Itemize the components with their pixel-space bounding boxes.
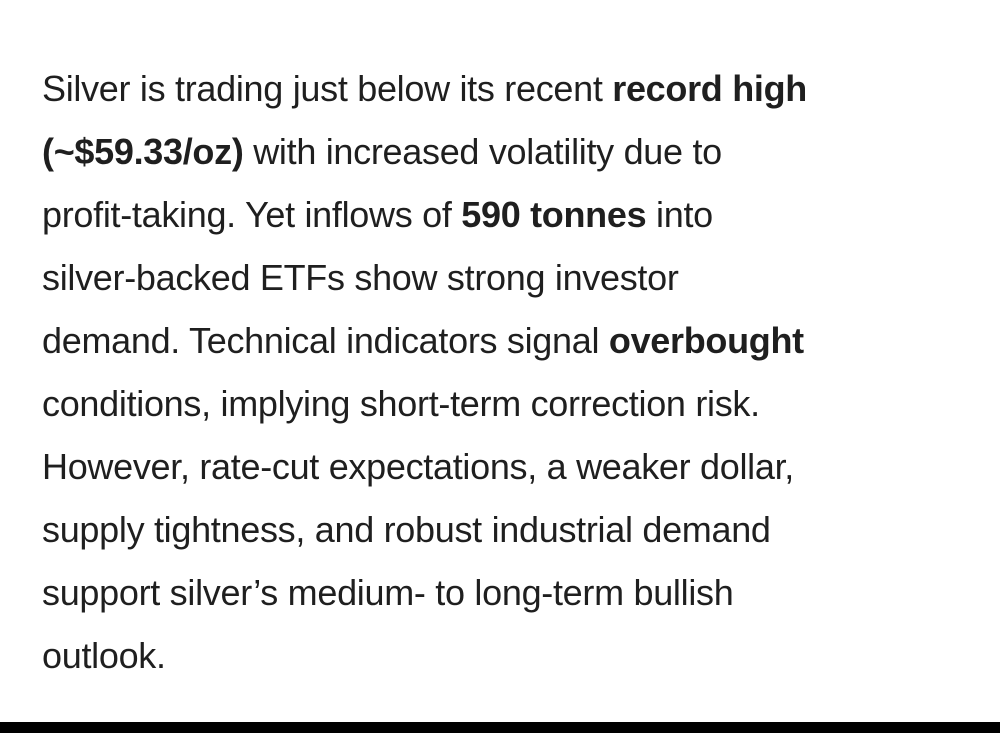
text: profit-taking. Yet inflows of [42,194,462,235]
text-line: conditions, implying short-term correcti… [42,372,982,435]
text: supply tightness, and robust industrial … [42,509,771,550]
bold-text: (~$59.33/oz) [42,131,244,172]
text-line: However, rate-cut expectations, a weaker… [42,435,982,498]
text-line: demand. Technical indicators signal over… [42,309,982,372]
bold-text: 590 tonnes [461,194,647,235]
text-line: supply tightness, and robust industrial … [42,498,982,561]
bottom-bar [0,722,1000,733]
bold-text: overbought [608,320,804,361]
text: with increased volatility due to [243,131,722,172]
text: demand. Technical indicators signal [42,320,609,361]
paragraph: Silver is trading just below its recent … [42,57,982,687]
text: support silver’s medium- to long-term bu… [42,572,734,613]
text-line: (~$59.33/oz) with increased volatility d… [42,120,982,183]
text: However, rate-cut expectations, a weaker… [42,446,794,487]
text-line: profit-taking. Yet inflows of 590 tonnes… [42,183,982,246]
text: Silver is trading just below its recent [42,68,613,109]
text: conditions, implying short-term correcti… [42,383,760,424]
text-line: silver-backed ETFs show strong investor [42,246,982,309]
text-line: outlook. [42,624,982,687]
text: outlook. [42,635,166,676]
text: silver-backed ETFs show strong investor [42,257,679,298]
text-line: Silver is trading just below its recent … [42,57,982,120]
text-line: support silver’s medium- to long-term bu… [42,561,982,624]
text: into [646,194,713,235]
bold-text: record high [612,68,807,109]
